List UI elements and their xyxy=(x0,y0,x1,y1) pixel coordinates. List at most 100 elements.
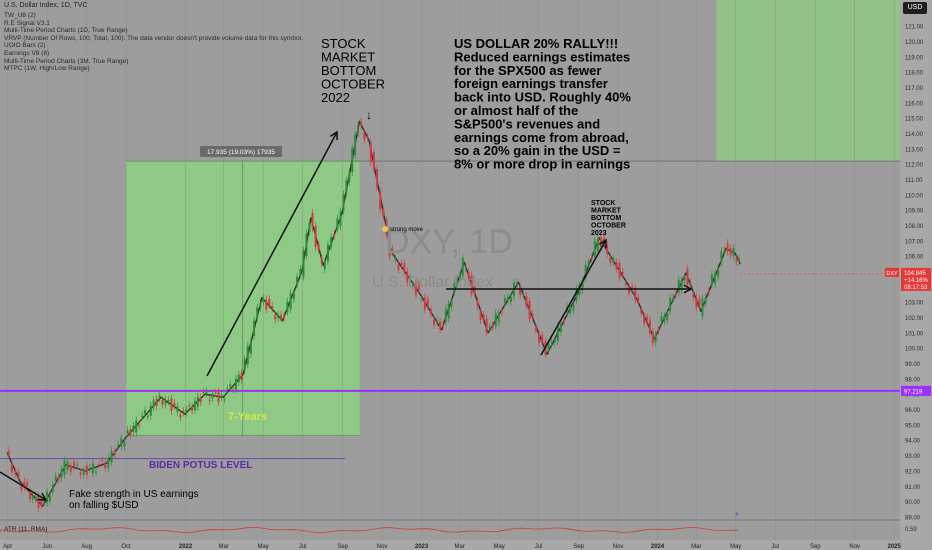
candle-body xyxy=(456,278,459,284)
candle-body xyxy=(158,395,161,398)
candle-body xyxy=(541,335,544,342)
candle-body xyxy=(420,298,423,300)
candle-body xyxy=(411,284,414,286)
candle-body xyxy=(714,273,717,284)
y-tick-label: 99.00 xyxy=(905,362,921,368)
candle-body xyxy=(311,213,314,228)
candle-body xyxy=(76,464,79,466)
candle-body xyxy=(10,464,13,472)
note-biden-level: BIDEN POTUS LEVEL xyxy=(149,460,252,471)
candle-body xyxy=(479,311,482,321)
candle-body xyxy=(132,425,135,433)
arrow-range-head xyxy=(683,284,693,294)
x-tick-label: Nov xyxy=(377,544,388,550)
y-tick-label: 108.00 xyxy=(905,224,924,230)
x-tick-label: Sep xyxy=(810,544,821,550)
candle-body xyxy=(643,316,646,324)
candle-body xyxy=(292,293,295,300)
candle-body xyxy=(237,374,240,382)
candle-body xyxy=(271,305,274,309)
candle-body xyxy=(388,230,391,257)
note-usd-rally: so a 20% gain in the USD = xyxy=(454,143,621,158)
candle-body xyxy=(631,286,634,290)
candle-body xyxy=(429,309,432,314)
x-tick-label: Mar xyxy=(691,544,701,550)
indicator-item[interactable]: Multi-Time Period Charts (1D, True Range… xyxy=(4,27,128,35)
watermark-name: U.S. Dollar Index xyxy=(372,274,493,291)
candle-body xyxy=(689,282,692,284)
candle-body xyxy=(569,305,572,314)
y-tick-label: 98.00 xyxy=(905,377,921,383)
x-tick-label: 2024 xyxy=(651,544,665,550)
candle-body xyxy=(256,307,259,318)
candle-body xyxy=(581,281,584,291)
indicator-item[interactable]: Earnings V8 (8) xyxy=(4,49,50,57)
candle-body xyxy=(738,258,741,262)
candle-body xyxy=(82,469,85,475)
x-tick-label: Oct xyxy=(121,544,131,550)
candle-body xyxy=(701,298,704,317)
y-tick-label: 95.00 xyxy=(905,423,921,429)
currency-button[interactable]: USD xyxy=(903,2,927,14)
candle-body xyxy=(126,430,129,434)
candle-body xyxy=(732,247,735,257)
candle-body xyxy=(110,450,113,463)
candle-body xyxy=(48,495,51,502)
candle-body xyxy=(120,437,123,447)
arrow-rally-2022-head xyxy=(329,130,338,141)
symbol-badge xyxy=(885,267,899,277)
candle-body xyxy=(20,484,23,490)
candle-body xyxy=(550,342,553,344)
candle-body xyxy=(464,266,467,268)
candle-body xyxy=(654,333,657,343)
candle-body xyxy=(345,180,348,193)
candle-body xyxy=(34,495,37,500)
candle-body xyxy=(185,409,188,413)
y-tick-label: 103.00 xyxy=(905,301,924,307)
candle-body xyxy=(149,405,152,416)
candle-body xyxy=(167,400,170,402)
candle-body xyxy=(584,264,587,279)
x-axis-bg xyxy=(0,540,932,550)
indicator-item[interactable]: TW_U8 (2) xyxy=(4,12,36,19)
candle-body xyxy=(305,233,308,256)
candle-body xyxy=(363,133,366,140)
candle-body xyxy=(26,482,29,487)
candle-body xyxy=(660,315,663,323)
candle-body xyxy=(211,393,214,399)
arrow-fake-strength-head xyxy=(37,492,48,501)
candle-body xyxy=(695,297,698,308)
candle-body xyxy=(538,333,541,343)
candle-body xyxy=(357,126,360,134)
candle-body xyxy=(488,327,491,329)
candle-body xyxy=(354,134,357,156)
indicator-item[interactable]: MTPC (1W, High/Low Range) xyxy=(4,65,90,73)
note-stock-bottom-2023: MARKET xyxy=(591,208,622,215)
y-tick-label: 115.00 xyxy=(905,117,924,123)
y-tick-label: 101.00 xyxy=(905,331,924,337)
candle-body xyxy=(196,396,199,407)
y-tick-label: 117.00 xyxy=(905,86,924,92)
candle-body xyxy=(485,318,488,333)
candle-body xyxy=(447,303,450,319)
resistance-zone xyxy=(716,0,900,162)
candle-body xyxy=(191,406,194,411)
candle-body xyxy=(637,297,640,301)
indicator-item[interactable]: R.E Signal V3.1 xyxy=(4,19,50,27)
indicator-item[interactable]: Multi-Time Period Charts (3M, True Range… xyxy=(4,57,129,65)
measure-label-bg xyxy=(200,146,282,157)
indicator-item[interactable]: VRVP (Number Of Rows, 100, Total, 100): … xyxy=(4,34,303,42)
indicator-item[interactable]: UOIO Bars (2) xyxy=(4,42,46,50)
candle-body xyxy=(516,282,519,286)
note-stock-bottom-2023: 2023 xyxy=(591,230,607,237)
candle-body xyxy=(590,257,593,259)
note-usd-rally: foreign earnings transfer xyxy=(454,76,608,91)
arrow-rally-2023 xyxy=(540,239,607,356)
y-tick-label: 112.00 xyxy=(905,163,924,169)
candle-body xyxy=(320,258,323,264)
candle-body xyxy=(704,297,707,304)
candle-body xyxy=(277,314,280,319)
x-tick-label: May xyxy=(493,544,504,550)
candle-body xyxy=(509,297,512,302)
